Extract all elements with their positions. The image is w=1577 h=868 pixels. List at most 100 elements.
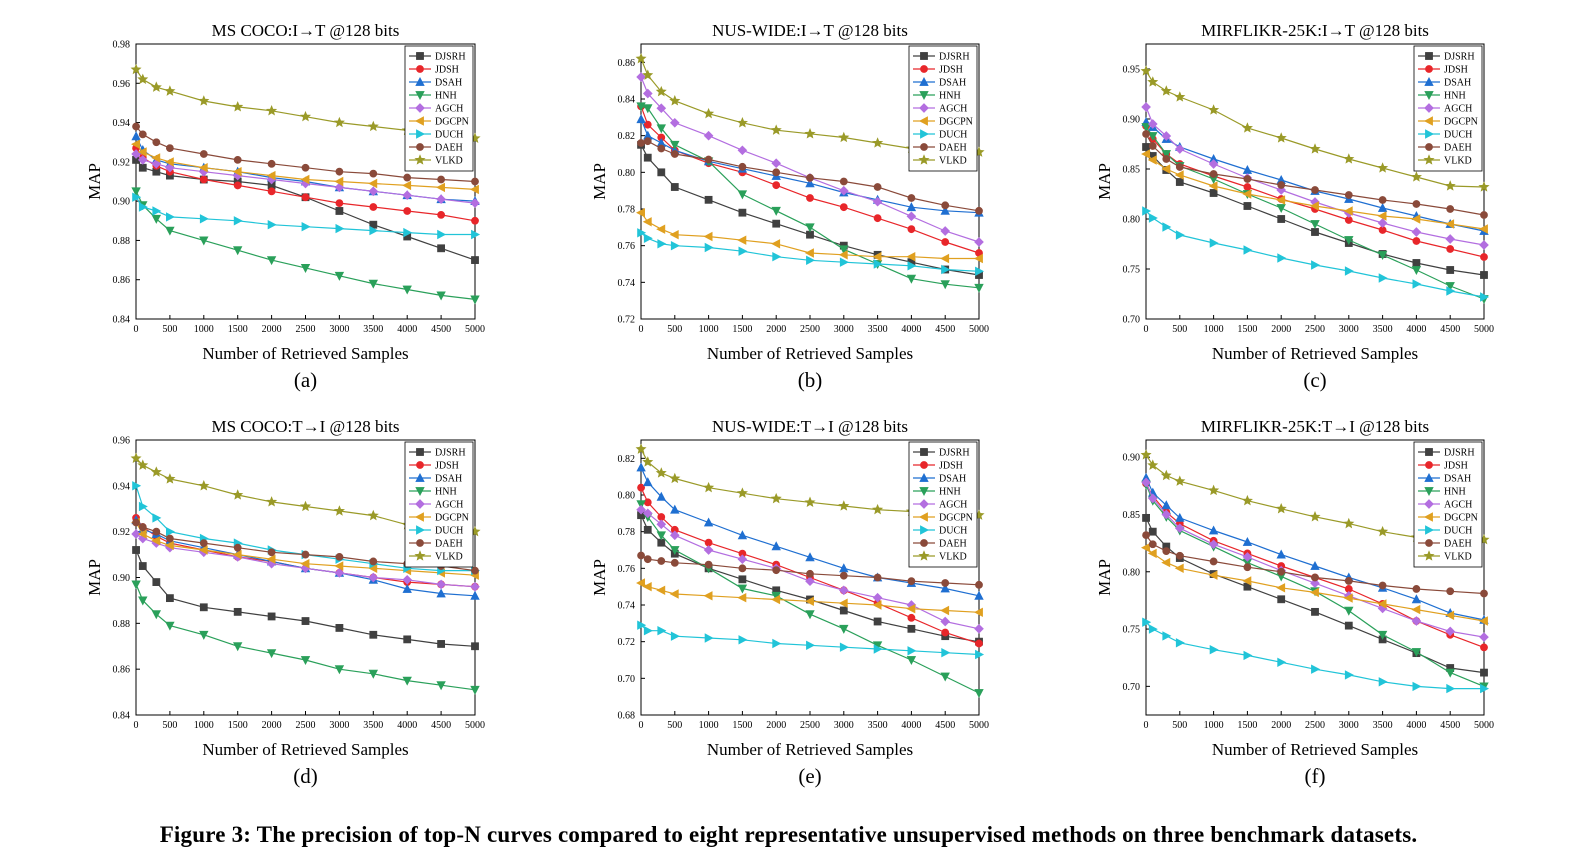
legend-marker — [919, 76, 929, 86]
data-point — [138, 596, 148, 606]
y-tick-label: 0.74 — [618, 278, 636, 289]
y-tick-label: 0.72 — [618, 637, 636, 648]
x-tick-label: 500 — [1172, 324, 1187, 335]
data-point — [165, 144, 174, 153]
data-point — [1175, 512, 1185, 522]
data-point — [770, 492, 782, 504]
data-point — [872, 137, 884, 148]
legend: DJSRH JDSH DSAH HNH AGCH DGCPN DUCH DAEH VLKD — [1413, 45, 1483, 172]
legend-entry: DGCPN — [939, 513, 973, 524]
legend-marker — [918, 154, 930, 165]
x-tick-label: 1000 — [1204, 324, 1224, 335]
data-point — [737, 190, 748, 200]
data-point — [1412, 279, 1422, 289]
data-point — [636, 504, 646, 515]
legend-entry: DUCH — [435, 130, 463, 141]
x-tick-label: 1500 — [228, 720, 248, 731]
data-point — [1411, 266, 1422, 276]
series-line — [135, 584, 476, 691]
data-point — [267, 548, 276, 557]
data-point — [232, 489, 244, 500]
data-point — [471, 229, 481, 240]
chart-panel-5: NUS-WIDE:T→I @128 bits 0 500 1000 1500 2000 25… — [590, 417, 989, 788]
x-tick-label: 2000 — [766, 720, 786, 731]
y-tick-label: 0.80 — [1123, 215, 1141, 226]
data-point — [941, 264, 951, 275]
data-point — [471, 642, 479, 651]
data-point — [335, 223, 345, 234]
legend-marker — [920, 65, 928, 73]
data-point — [233, 246, 243, 256]
data-point — [1411, 648, 1422, 658]
series-hnh — [636, 500, 984, 699]
data-point — [1377, 630, 1388, 640]
legend-marker — [919, 499, 929, 509]
data-point — [940, 226, 951, 236]
legend-marker — [918, 512, 928, 522]
legend-entry: DUCH — [939, 526, 967, 537]
data-point — [669, 530, 680, 541]
data-point — [1162, 222, 1172, 232]
legend-entry: VLKD — [939, 552, 967, 563]
data-point — [152, 513, 162, 523]
legend-entry: HNH — [1444, 91, 1466, 102]
data-point — [656, 224, 666, 234]
data-point — [166, 212, 175, 222]
legend: DJSRH JDSH DSAH HNH AGCH DGCPN DUCH DAEH VLKD — [908, 45, 978, 172]
x-tick-label: 3500 — [363, 324, 383, 335]
data-point — [131, 187, 141, 197]
data-point — [838, 250, 848, 260]
x-axis-label: Number of Retrieved Samples — [1212, 740, 1418, 759]
data-point — [1377, 525, 1389, 537]
data-point — [151, 153, 161, 163]
data-point — [642, 456, 654, 467]
legend-marker — [920, 129, 930, 139]
legend-entry: AGCH — [1444, 104, 1472, 115]
y-tick-label: 0.90 — [113, 197, 131, 208]
data-point — [907, 613, 916, 622]
data-point — [738, 635, 748, 645]
data-point — [1242, 536, 1253, 546]
data-point — [839, 177, 848, 186]
x-tick-label: 3500 — [1373, 324, 1393, 335]
data-point — [770, 124, 782, 135]
data-point — [164, 473, 176, 484]
data-point — [470, 198, 480, 208]
x-tick-label: 5000 — [969, 324, 989, 335]
legend-entry: DGCPN — [939, 117, 973, 128]
data-point — [737, 593, 747, 603]
data-point — [1147, 493, 1158, 504]
data-point — [907, 261, 917, 271]
data-point — [1277, 181, 1286, 189]
data-point — [1161, 500, 1171, 510]
data-point — [1310, 560, 1320, 570]
data-point — [131, 139, 140, 149]
data-point — [703, 231, 713, 242]
series-line — [1145, 621, 1484, 690]
data-point — [975, 649, 985, 660]
data-point — [637, 228, 647, 238]
data-point — [669, 230, 679, 240]
legend-entry: DJSRH — [435, 448, 466, 459]
x-tick-label: 3500 — [1373, 720, 1393, 731]
legend-entry: DSAH — [435, 474, 462, 485]
data-point — [1309, 143, 1321, 154]
data-point — [1344, 266, 1354, 276]
x-tick-label: 2000 — [1271, 720, 1291, 731]
data-point — [771, 541, 781, 551]
x-tick-label: 4000 — [397, 720, 417, 731]
x-tick-label: 2000 — [766, 324, 786, 335]
data-point — [1480, 683, 1490, 694]
legend-marker — [414, 550, 426, 561]
data-point — [152, 138, 161, 147]
data-point — [1343, 153, 1355, 164]
y-tick-label: 0.90 — [113, 573, 131, 584]
data-point — [1478, 181, 1490, 192]
data-point — [1243, 245, 1253, 255]
data-point — [1148, 540, 1157, 549]
data-point — [738, 246, 748, 256]
data-point — [643, 153, 652, 162]
legend-marker — [1425, 143, 1433, 151]
data-point — [1377, 218, 1388, 228]
data-point — [1160, 469, 1172, 481]
